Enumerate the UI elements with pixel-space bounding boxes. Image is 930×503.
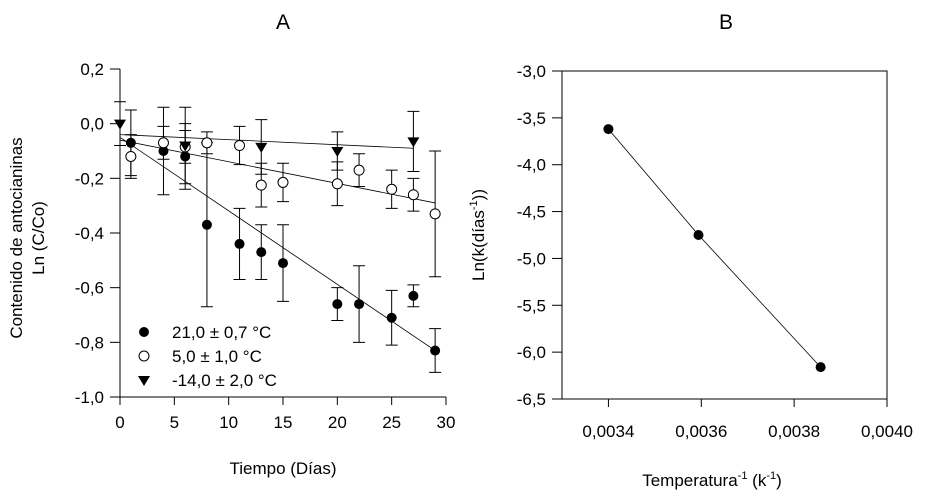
legend-marker-series-2 <box>138 376 150 386</box>
data-point-series-2 <box>331 147 344 157</box>
legend-label-series-2: -14,0 ± 2,0 °C <box>172 371 277 390</box>
chart-a-ytick-label: 0,2 <box>80 60 104 79</box>
chart-b-ytick-label: -6,5 <box>517 390 546 409</box>
chart-b-ytick-label: -4,0 <box>517 156 546 175</box>
chart-a-ylabel-line2: Ln (C/Co) <box>29 201 48 275</box>
chart-b-ytick-label: -5,5 <box>517 296 546 315</box>
chart-b-xlabel-sup: -1 <box>738 470 748 482</box>
chart-b-ylabel-sup: -1 <box>468 200 480 210</box>
chart-b-xtick-label: 0,0036 <box>675 422 727 441</box>
data-point-series-1 <box>386 183 398 195</box>
chart-b-xlabel-main: Temperatura <box>642 471 738 490</box>
chart-a-xtick-label: 30 <box>437 413 456 432</box>
data-point-series-1 <box>407 189 419 201</box>
data-point-series-1 <box>234 140 246 152</box>
data-point-series-1 <box>353 164 365 176</box>
data-point-series-0 <box>180 151 191 162</box>
chart-b-xtick-label: 0,0034 <box>582 422 634 441</box>
chart-b-ylabel-main: Ln(k(días <box>469 210 488 281</box>
data-point-series-0 <box>256 247 267 258</box>
chart-a-xtick-label: 5 <box>170 413 179 432</box>
chart-b-xlabel-close: ) <box>776 471 782 490</box>
chart-a-ytick-label: -0,8 <box>75 333 104 352</box>
chart-a-xlabel: Tiempo (Días) <box>229 459 336 478</box>
data-point-series-0 <box>408 290 419 301</box>
data-point-series-2 <box>407 137 420 148</box>
chart-b-ylabel-close: )) <box>469 189 488 200</box>
data-point-series-1 <box>157 137 169 149</box>
legend-label-series-0: 21,0 ± 0,7 °C <box>172 323 271 342</box>
chart-b-ytick-label: -3,5 <box>517 109 546 128</box>
legend-label-series-1: 5,0 ± 1,0 °C <box>172 347 262 366</box>
chart-b-frame <box>561 70 888 400</box>
chart-b: -3,0 -3,5 -4,0 -4,5 -5,0 -5,5 -6,0 -6,5 0,0034 0,… <box>517 62 913 441</box>
data-point-series-1 <box>277 176 289 188</box>
chart-a-ytick-label: -0,4 <box>75 224 104 243</box>
data-point-series-1 <box>429 208 441 220</box>
chart-b-ytick-label: -6,0 <box>517 343 546 362</box>
data-point-series-0 <box>332 299 343 310</box>
chart-b-ytick-label: -5,0 <box>517 249 546 268</box>
chart-b-ytick-label: -4,5 <box>517 203 546 222</box>
data-point-series-2 <box>179 141 192 152</box>
data-point-series-2 <box>255 142 268 153</box>
fit-line-series-1 <box>119 139 436 204</box>
chart-a-ylabel-line1: Contenido de antocianinas <box>7 137 26 338</box>
chart-b-title: B <box>719 11 733 34</box>
data-point-series-0 <box>125 137 136 148</box>
fit-line-series-2 <box>119 134 414 149</box>
connecting-line <box>608 128 821 368</box>
chart-a-xtick-label: 10 <box>219 413 238 432</box>
data-point-series-0 <box>430 345 441 356</box>
legend-marker-series-0 <box>139 327 149 337</box>
chart-a-xtick-label: 25 <box>382 413 401 432</box>
chart-a-ytick-label: 0,0 <box>80 115 104 134</box>
chart-b-xtick-label: 0,0038 <box>768 422 820 441</box>
chart-b-xlabel: Temperatura-1 (k-1) <box>642 470 782 490</box>
data-point-series-0 <box>201 219 212 230</box>
chart-b-ylabel: Ln(k(días-1)) <box>468 189 488 281</box>
data-point-series-1 <box>201 137 213 149</box>
data-point-series-0 <box>354 299 365 310</box>
data-point <box>815 362 826 373</box>
data-point-series-1 <box>125 150 137 162</box>
data-point <box>603 124 614 135</box>
data-point-series-0 <box>278 258 288 269</box>
fit-line-series-0 <box>119 137 436 351</box>
data-point-series-1 <box>331 178 343 190</box>
legend-marker-series-1 <box>138 350 150 362</box>
chart-a: 0,2 0,0 -0,2 -0,4 -0,6 -0,8 -1,0 0 5 10 15 20 25 30 21… <box>75 60 456 432</box>
chart-a-xtick-label: 0 <box>115 413 124 432</box>
data-point-series-1 <box>255 179 267 191</box>
data-point-series-0 <box>234 238 245 249</box>
data-point-series-2 <box>114 119 126 130</box>
chart-a-xtick-label: 15 <box>274 413 293 432</box>
chart-b-ytick-label: -3,0 <box>517 62 546 81</box>
data-point-series-0 <box>158 146 169 156</box>
data-point <box>693 230 704 240</box>
chart-a-title: A <box>276 11 290 34</box>
chart-a-xtick-label: 20 <box>328 413 347 432</box>
data-point-series-0 <box>386 312 397 323</box>
chart-a-ytick-label: -0,2 <box>75 169 104 188</box>
chart-a-ytick-label: -0,6 <box>75 279 104 298</box>
chart-b-xtick-label: 0,0040 <box>861 422 913 441</box>
chart-a-ytick-label: -1,0 <box>75 388 104 407</box>
chart-b-xlabel-unit-sup: -1 <box>766 470 776 482</box>
chart-b-xlabel-unit: (k <box>747 471 766 490</box>
